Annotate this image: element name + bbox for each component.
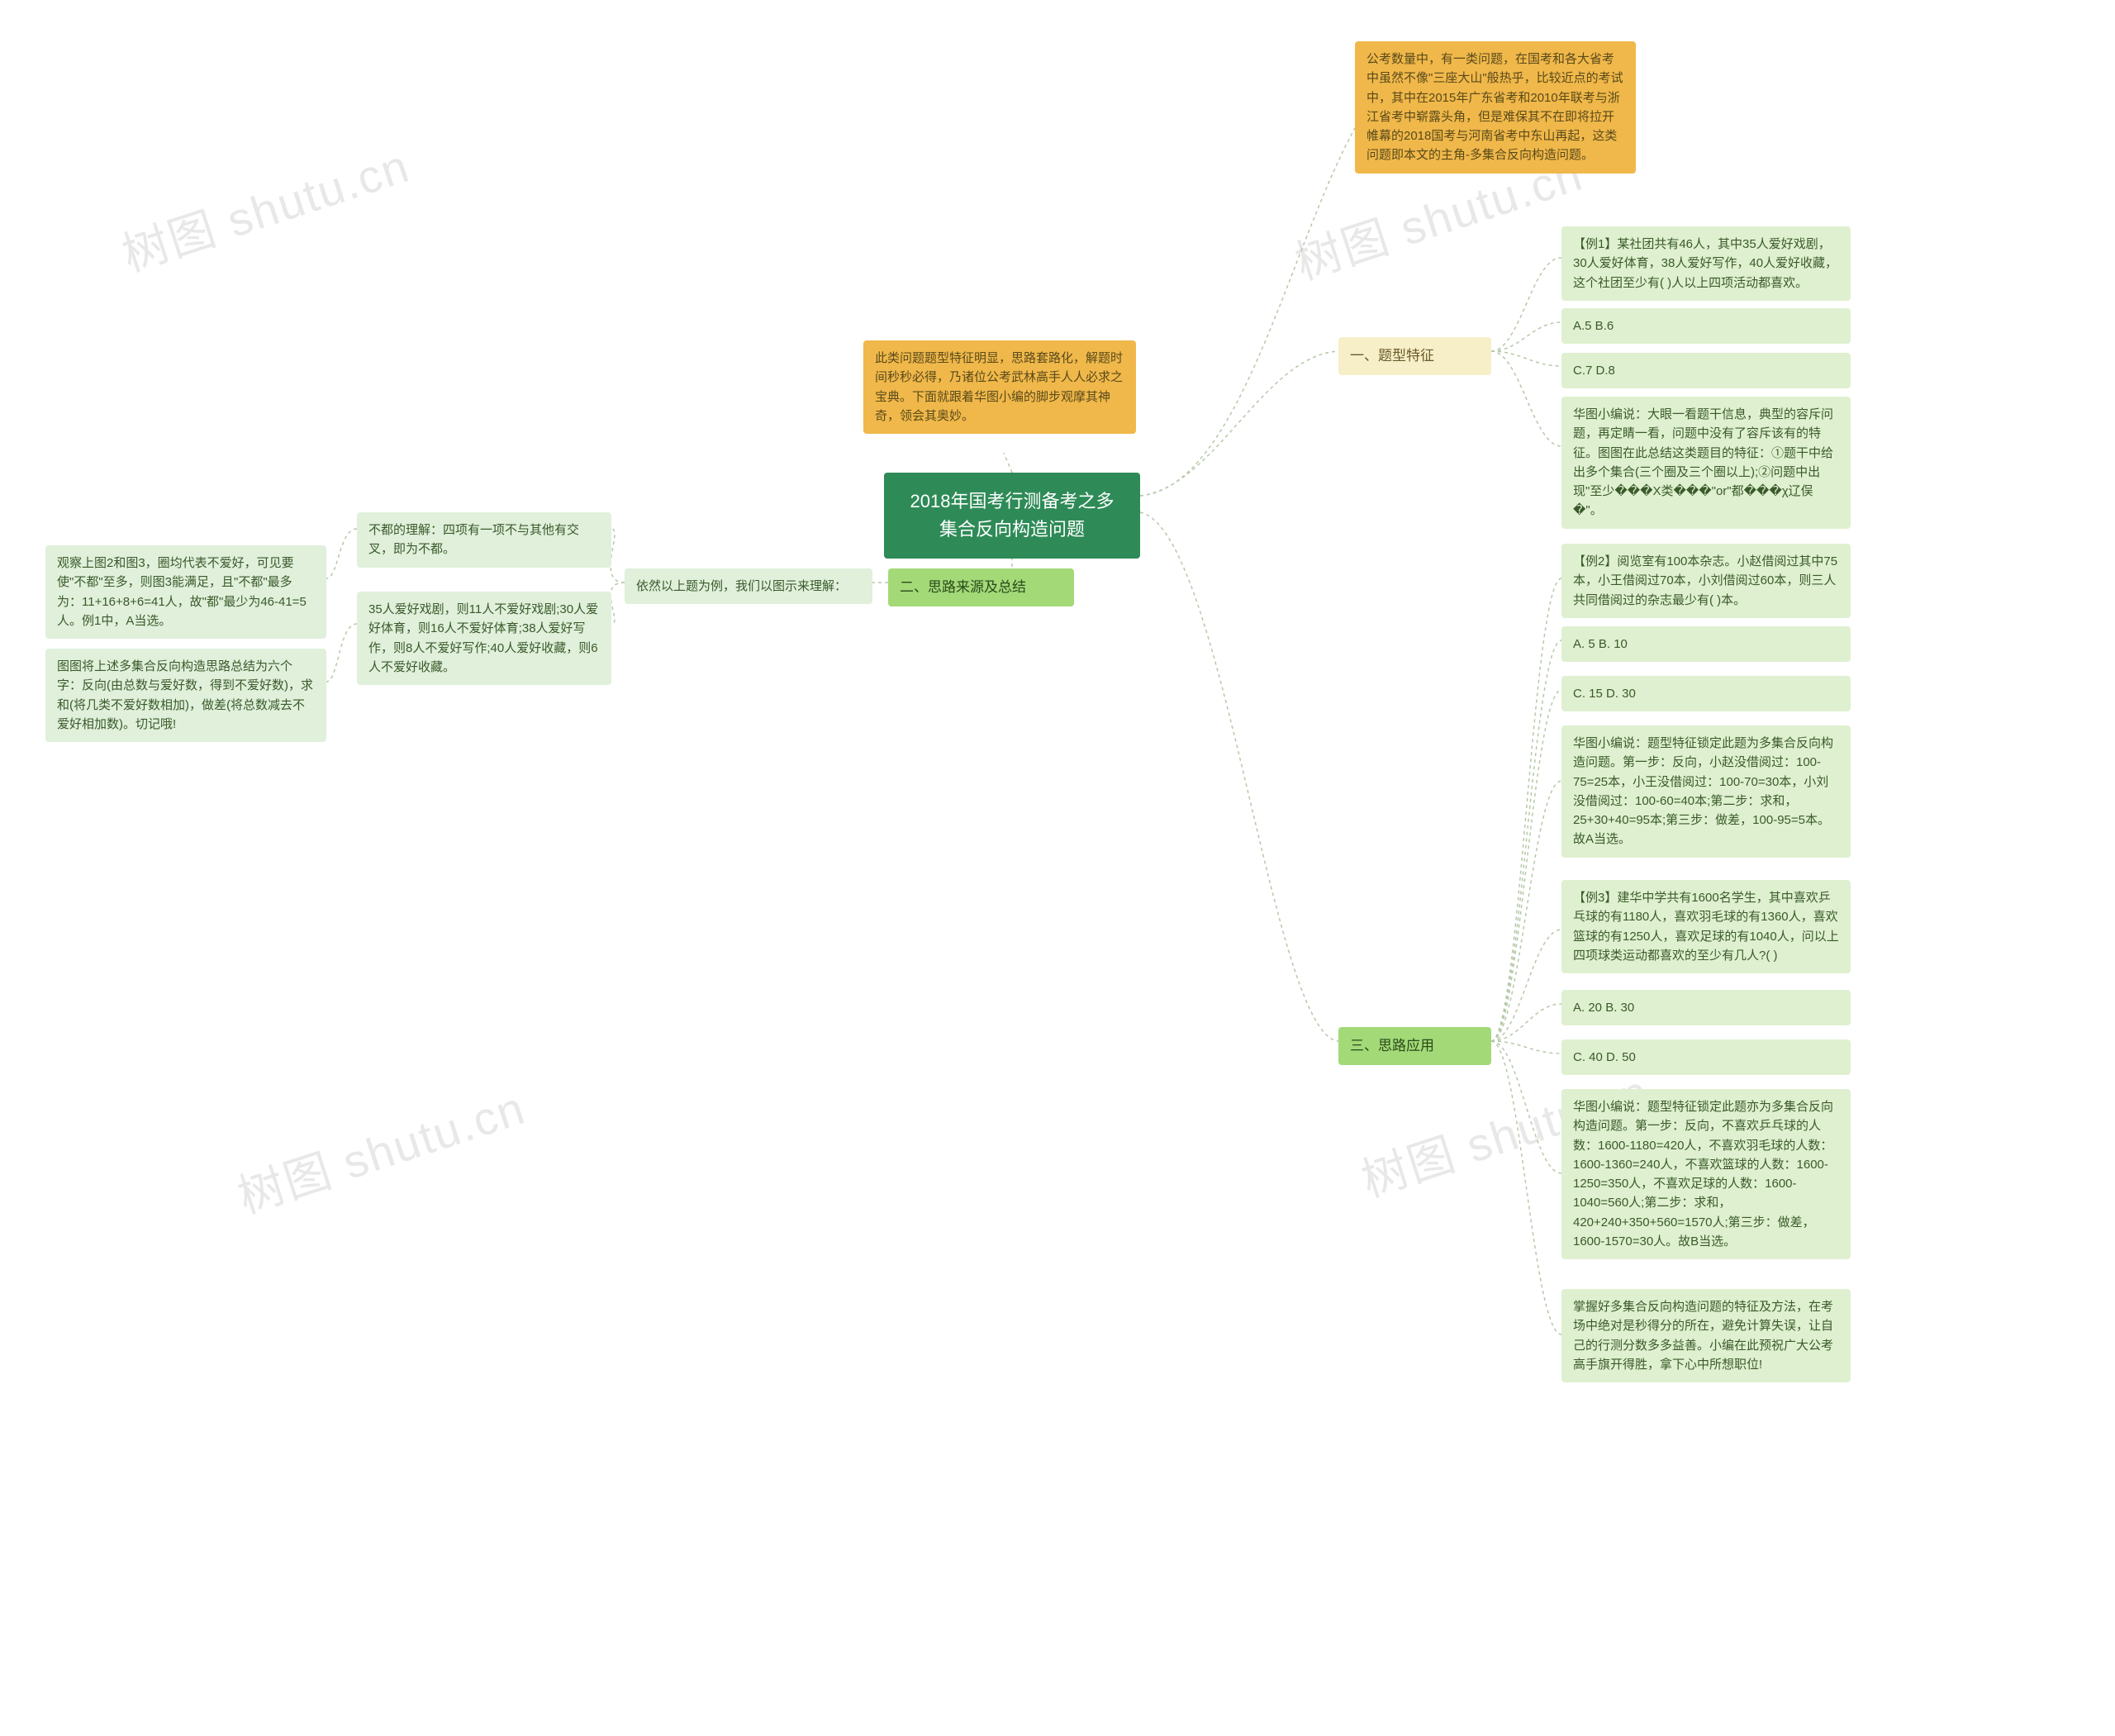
watermark: 树图 shutu.cn xyxy=(228,1071,533,1227)
root-node[interactable]: 2018年国考行测备考之多 集合反向构造问题 xyxy=(884,473,1140,559)
section-3-ex3-cd: C. 40 D. 50 xyxy=(1561,1039,1851,1075)
section-1-example: 【例1】某社团共有46人，其中35人爱好戏剧，30人爱好体育，38人爱好写作，4… xyxy=(1561,226,1851,301)
section-2-note-b: 35人爱好戏剧，则11人不爱好戏剧;30人爱好体育，则16人不爱好体育;38人爱… xyxy=(357,592,611,685)
section-1-option-ab: A.5 B.6 xyxy=(1561,308,1851,344)
section-1-explain: 华图小编说：大眼一看题干信息，典型的容斥问题，再定睛一看，问题中没有了容斥该有的… xyxy=(1561,397,1851,529)
section-2-detail-b: 图图将上述多集合反向构造思路总结为六个字：反向(由总数与爱好数，得到不爱好数)，… xyxy=(45,649,326,742)
watermark: 树图 shutu.cn xyxy=(112,129,417,285)
section-3-ex2-explain: 华图小编说：题型特征锁定此题为多集合反向构造问题。第一步：反向，小赵没借阅过：1… xyxy=(1561,725,1851,858)
section-3-ex2-ab: A. 5 B. 10 xyxy=(1561,626,1851,662)
section-1-title[interactable]: 一、题型特征 xyxy=(1338,337,1491,375)
section-2-title[interactable]: 二、思路来源及总结 xyxy=(888,568,1074,606)
section-1-option-cd: C.7 D.8 xyxy=(1561,353,1851,388)
context-paragraph: 公考数量中，有一类问题，在国考和各大省考中虽然不像"三座大山"般热乎，比较近点的… xyxy=(1355,41,1636,174)
section-3-ex3-explain: 华图小编说：题型特征锁定此题亦为多集合反向构造问题。第一步：反向，不喜欢乒乓球的… xyxy=(1561,1089,1851,1259)
section-2-detail-a: 观察上图2和图3，圈均代表不爱好，可见要使"不都"至多，则图3能满足，且"不都"… xyxy=(45,545,326,639)
section-2-step: 依然以上题为例，我们以图示来理解： xyxy=(625,568,872,604)
intro-paragraph: 此类问题题型特征明显，思路套路化，解题时间秒秒必得，乃诸位公考武林高手人人必求之… xyxy=(863,340,1136,434)
section-2-note-a: 不都的理解：四项有一项不与其他有交叉，即为不都。 xyxy=(357,512,611,568)
section-3-ex3: 【例3】建华中学共有1600名学生，其中喜欢乒乓球的有1180人，喜欢羽毛球的有… xyxy=(1561,880,1851,973)
section-3-ex2-cd: C. 15 D. 30 xyxy=(1561,676,1851,711)
section-3-title[interactable]: 三、思路应用 xyxy=(1338,1027,1491,1065)
section-3-ex3-ab: A. 20 B. 30 xyxy=(1561,990,1851,1025)
section-3-conclusion: 掌握好多集合反向构造问题的特征及方法，在考场中绝对是秒得分的所在，避免计算失误，… xyxy=(1561,1289,1851,1382)
section-3-ex2: 【例2】阅览室有100本杂志。小赵借阅过其中75本，小王借阅过70本，小刘借阅过… xyxy=(1561,544,1851,618)
